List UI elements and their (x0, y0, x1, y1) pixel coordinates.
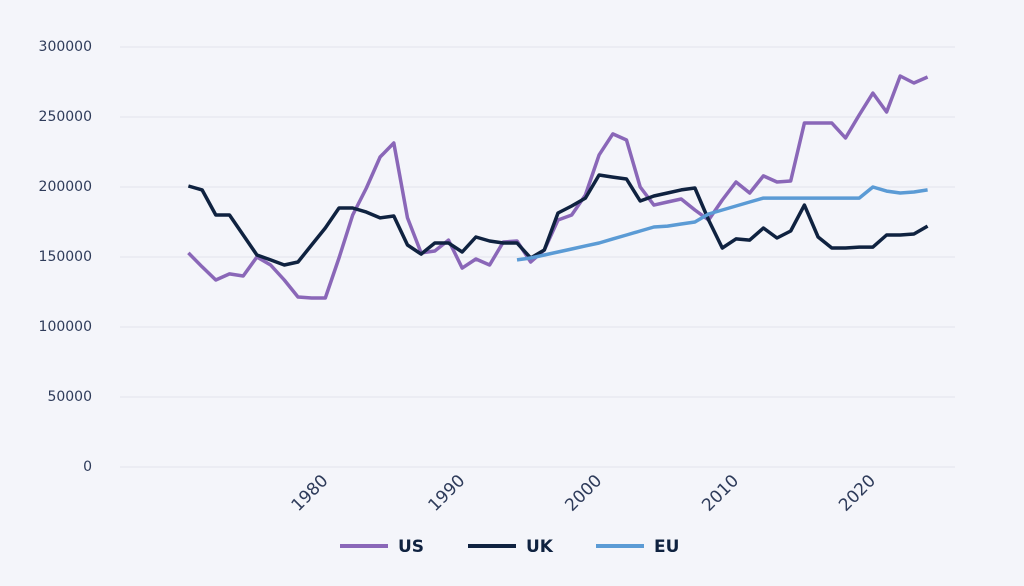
y-tick-label: 300000 (39, 39, 92, 55)
series-line (516, 185, 928, 262)
series-line (187, 173, 929, 267)
y-tick-label: 0 (83, 459, 92, 475)
y-tick-label: 100000 (39, 319, 92, 335)
legend-label: US (398, 537, 424, 557)
x-tick-label: 1980 (288, 471, 333, 516)
y-tick-label: 150000 (39, 249, 92, 265)
x-tick-label: 2000 (561, 471, 606, 516)
y-tick-label: 250000 (39, 109, 92, 125)
x-tick-label: 2010 (698, 471, 743, 516)
series-line (187, 74, 929, 300)
y-tick-label: 200000 (39, 179, 92, 195)
legend-label: EU (654, 537, 679, 557)
legend-label: UK (526, 537, 554, 557)
x-tick-label: 1990 (425, 471, 470, 516)
y-tick-label: 50000 (47, 389, 92, 405)
x-tick-label: 2020 (835, 471, 880, 516)
